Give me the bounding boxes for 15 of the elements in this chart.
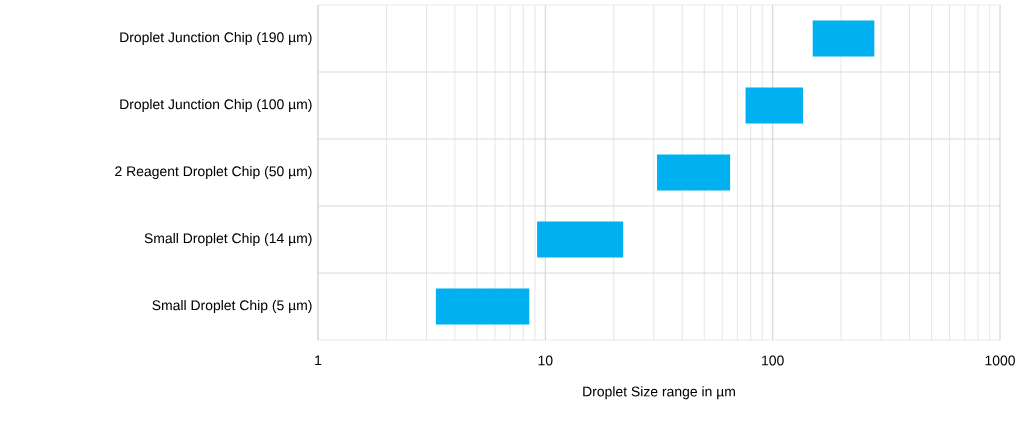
bar [537,221,624,258]
y-tick-label: 2 Reagent Droplet Chip (50 µm) [115,166,312,179]
bar [745,87,804,124]
y-tick-label: Droplet Junction Chip (100 µm) [120,99,312,112]
x-tick-label: 100 [762,355,784,366]
x-tick-label: 1 [315,355,322,366]
x-axis-title: Droplet Size range in µm [583,386,735,400]
bar [435,288,530,325]
x-tick-label: 1000 [985,355,1015,366]
bar [812,20,875,57]
y-tick-label: Droplet Junction Chip (190 µm) [120,32,312,45]
y-tick-label: Small Droplet Chip (5 µm) [152,300,312,313]
y-tick-label: Small Droplet Chip (14 µm) [144,233,312,246]
x-tick-label: 10 [538,355,553,366]
bar [657,154,731,191]
